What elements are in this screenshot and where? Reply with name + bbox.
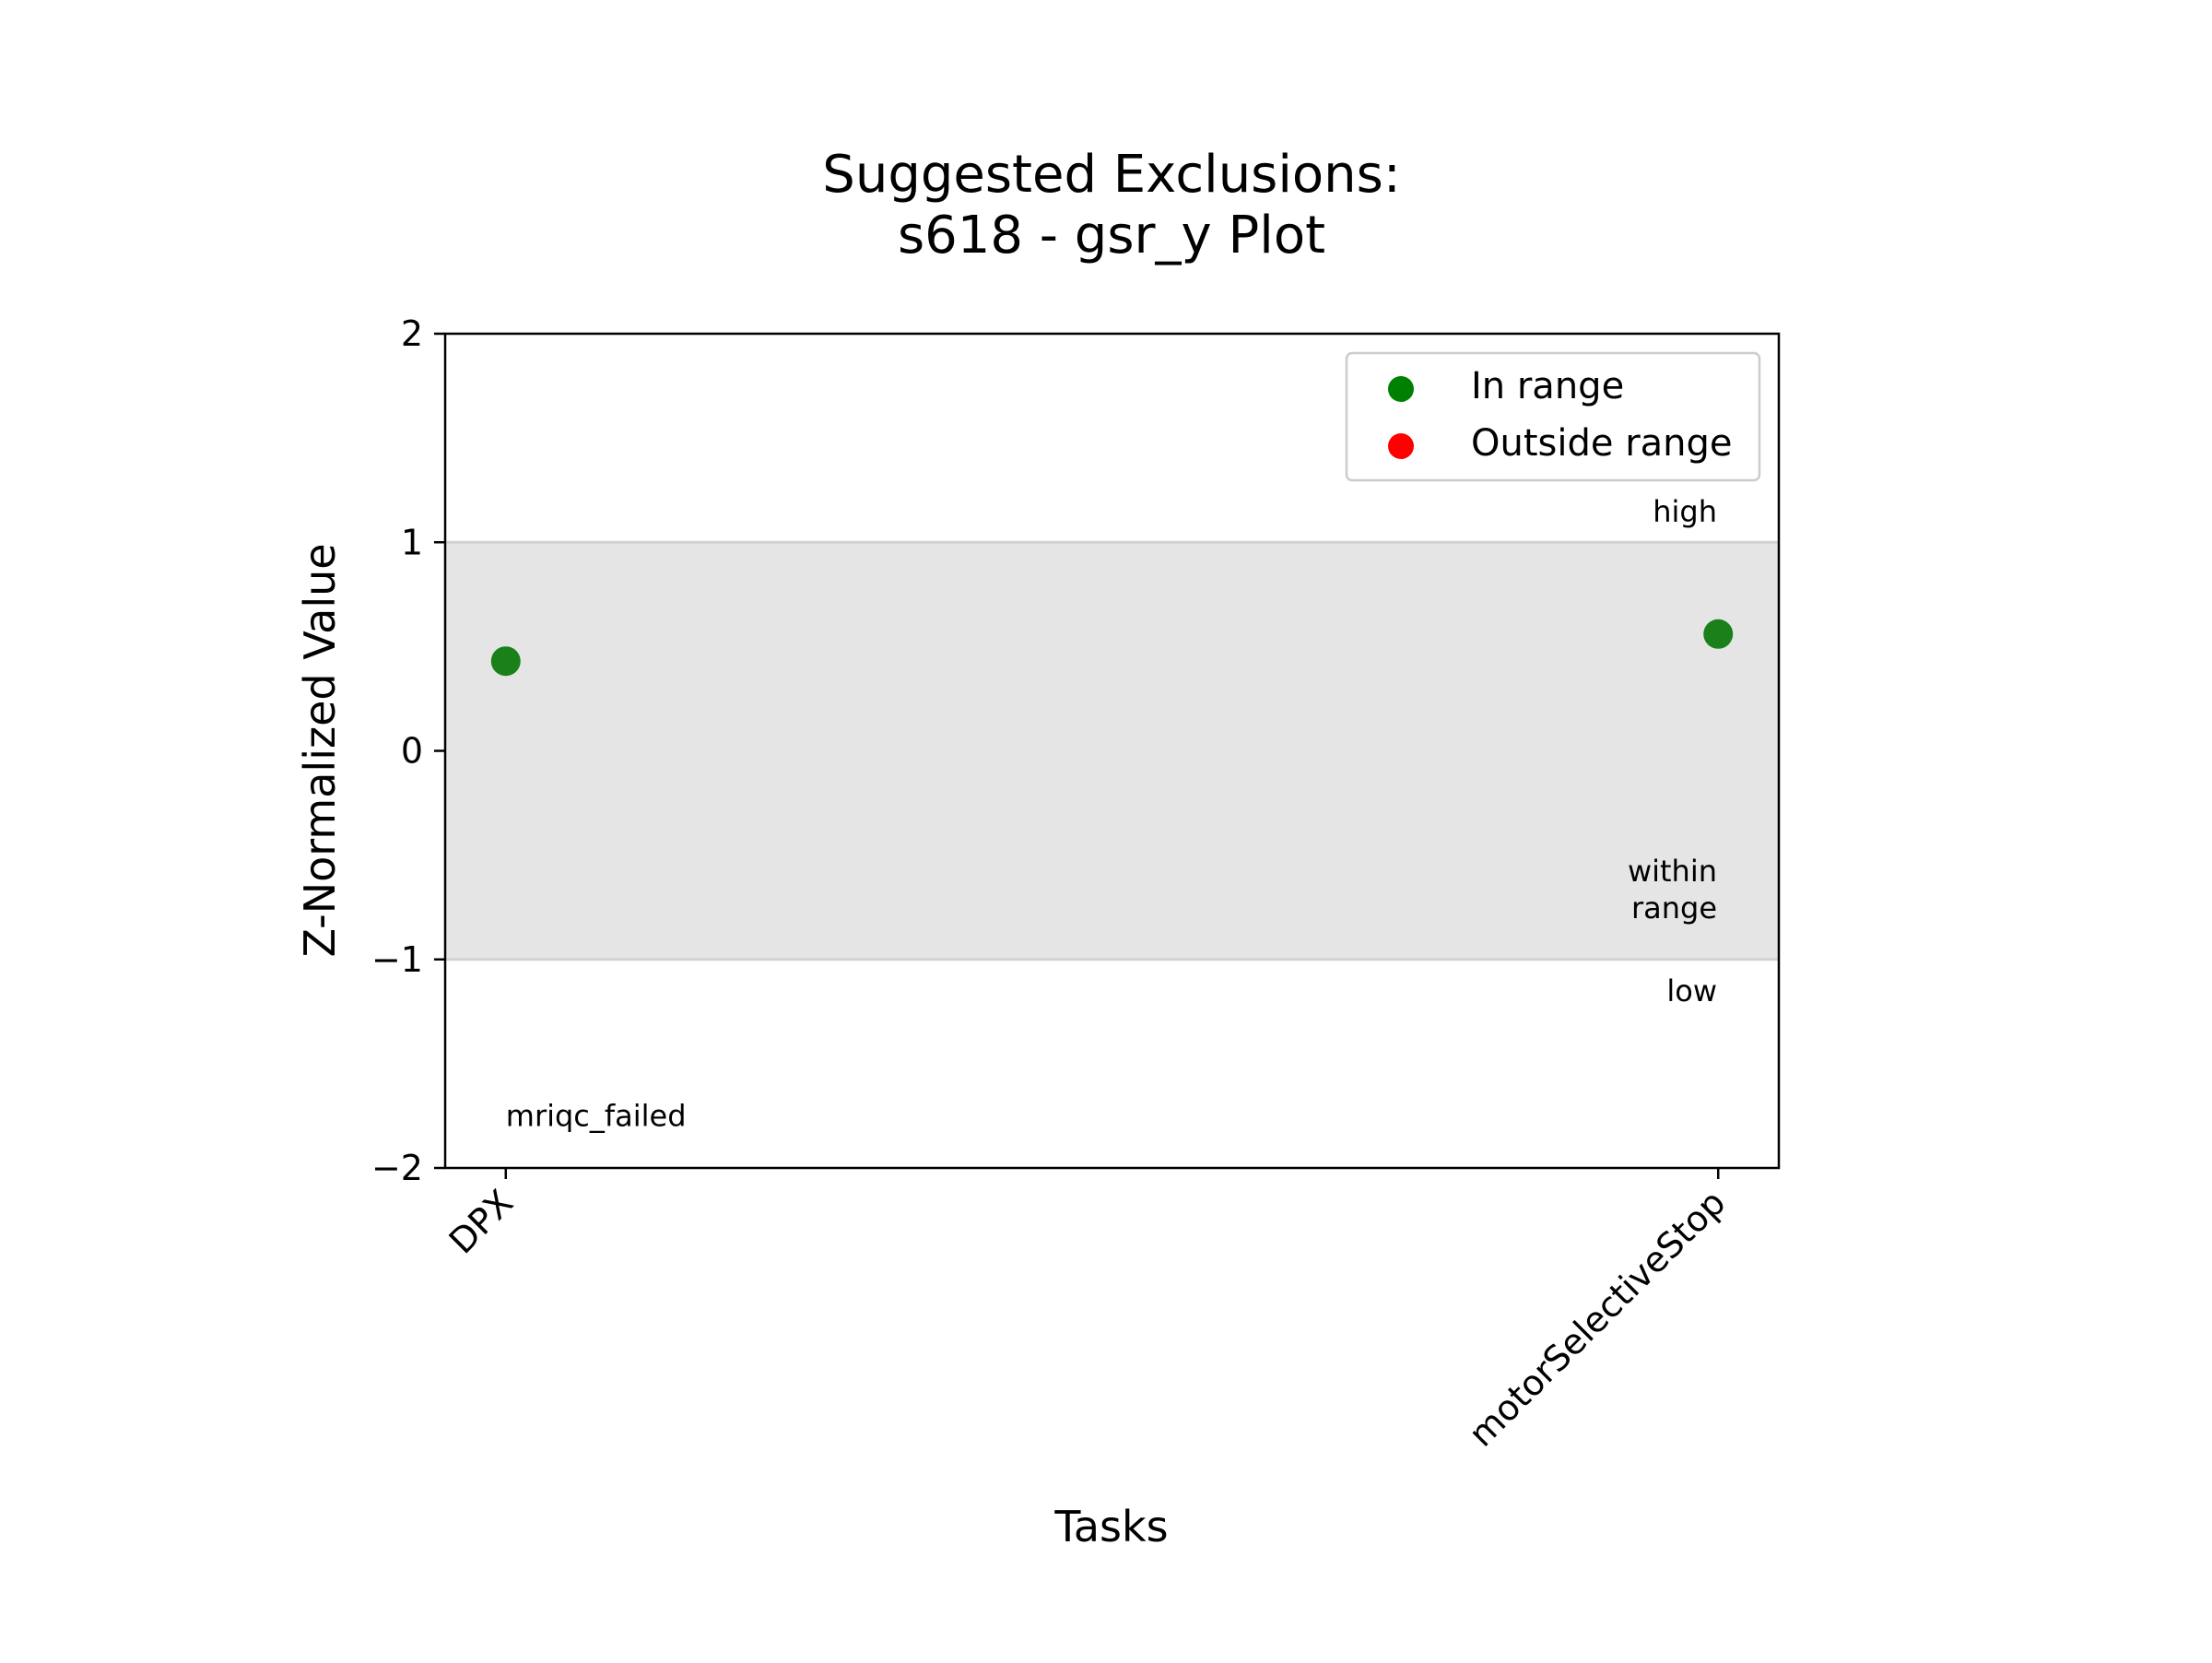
y-tick-label: −1: [371, 939, 423, 980]
y-tick-label: 0: [401, 731, 423, 772]
range-band-layer: [445, 542, 1779, 960]
legend-label-in-range: In range: [1471, 365, 1624, 407]
within-range-band: [445, 542, 1779, 960]
data-point-DPX: [491, 646, 521, 676]
annotation-label: mriqc_failed: [506, 1098, 687, 1133]
region-label-within-line-2: range: [1631, 890, 1717, 926]
data-point-motorSelectiveStop: [1703, 619, 1733, 649]
region-label-within-line-1: within: [1628, 854, 1717, 889]
annotations: mriqc_failed: [506, 1098, 687, 1133]
y-tick-label: 1: [401, 522, 423, 562]
region-label-high: high: [1653, 494, 1717, 529]
legend-marker-in-range: [1388, 376, 1414, 402]
region-label-low: low: [1666, 973, 1717, 1008]
legend-marker-outside-range: [1388, 433, 1414, 459]
y-tick-label: 2: [401, 313, 423, 354]
legend: In range Outside range: [1347, 353, 1759, 480]
y-tick-label: −2: [371, 1148, 423, 1188]
x-axis-label: Tasks: [1053, 1502, 1168, 1551]
chart-title-line-1: Suggested Exclusions:: [822, 145, 1400, 205]
legend-label-outside-range: Outside range: [1471, 422, 1733, 465]
chart-title-line-2: s618 - gsr_y Plot: [898, 206, 1325, 265]
y-axis-label: Z-Normalized Value: [295, 543, 345, 957]
